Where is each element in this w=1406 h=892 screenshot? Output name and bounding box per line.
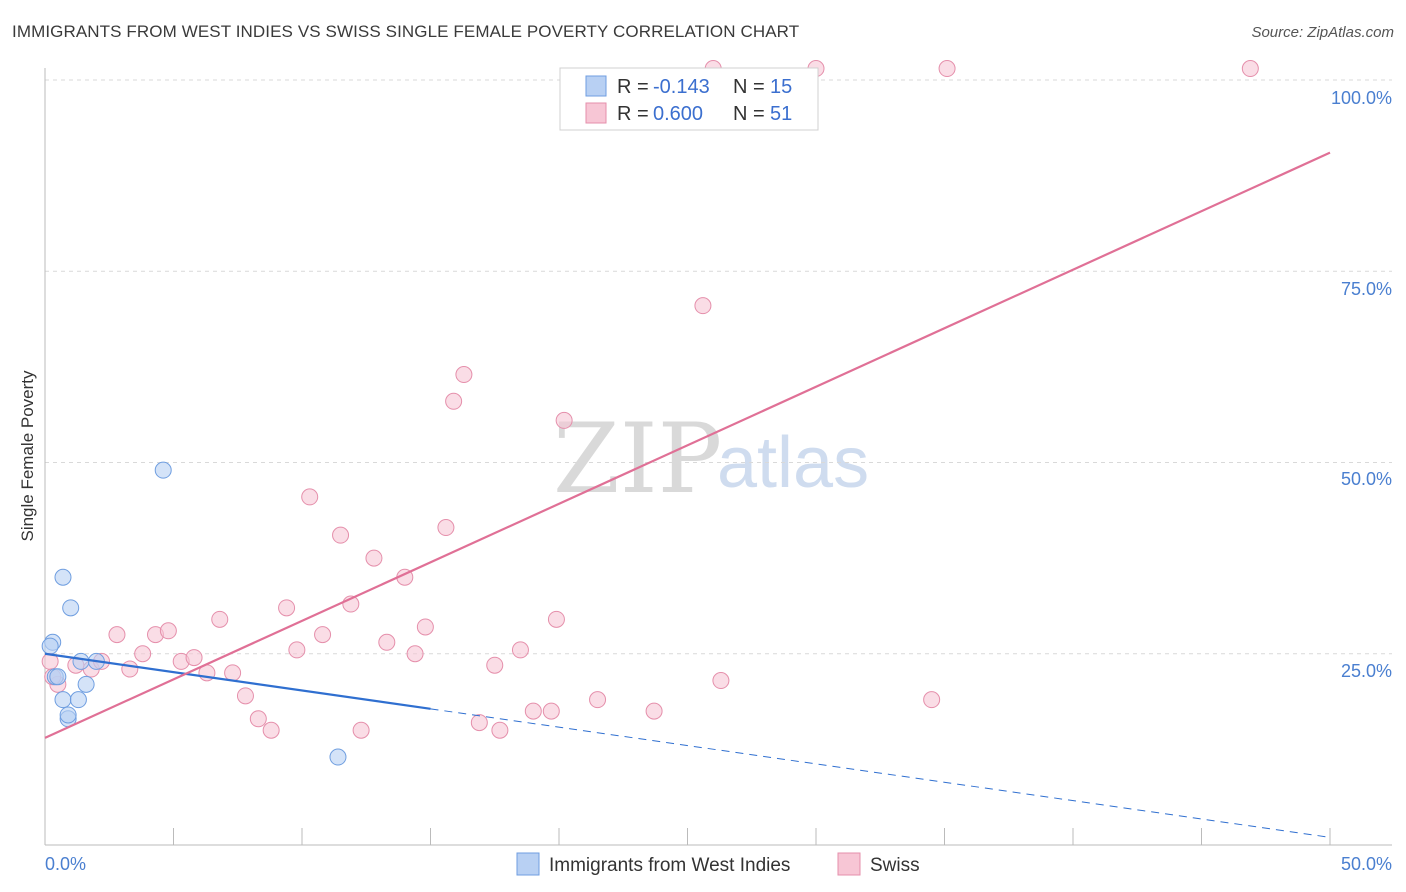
swiss-point [923,691,941,709]
swiss-point [108,626,126,644]
west-indies-point [329,748,347,766]
swiss-point [352,721,370,739]
swiss-point [491,721,509,739]
swiss-point [134,645,152,663]
swiss-point [1241,60,1259,78]
west-indies-trend-line [44,652,431,710]
swiss-point [211,610,229,628]
x-axis-ticks [44,828,1331,845]
y-tick-label-100: 100.0% [1331,88,1392,108]
y-tick-label-75: 75.0% [1341,279,1392,299]
west-indies-point [54,568,72,586]
swiss-point [249,710,267,728]
swiss-point [524,702,542,720]
swiss-point [486,656,504,674]
legend-label-west-indies: Immigrants from West Indies [549,855,790,876]
swiss-point [378,633,396,651]
swiss-point [470,714,488,732]
legend-n-value-blue: 15 [770,76,792,98]
legend-swatch-swiss [837,852,861,876]
legend-n-label-pink: N = [733,103,765,125]
swiss-point [262,721,280,739]
swiss-point [314,626,332,644]
swiss-point [542,702,560,720]
source-label: Source: ZipAtlas.com [1251,24,1394,41]
legend-swatch-pink [585,102,607,124]
watermark-zip: ZIP [553,403,722,515]
legend-swatch-blue [585,75,607,97]
swiss-point [555,411,573,429]
y-axis-title: Single Female Poverty [18,370,37,542]
swiss-point [416,618,434,636]
swiss-point [121,660,139,678]
swiss-point [185,649,203,667]
chart-title: IMMIGRANTS FROM WEST INDIES VS SWISS SIN… [12,22,800,41]
legend-r-label-pink: R = [617,103,649,125]
legend-swatch-west-indies [516,852,540,876]
swiss-point [278,599,296,617]
swiss-point [547,610,565,628]
swiss-point [437,519,455,537]
west-indies-point [62,599,80,617]
west-indies-trend-extension [430,708,1331,838]
west-indies-point [41,637,59,655]
west-indies-point [69,691,87,709]
legend-n-label-blue: N = [733,76,765,98]
west-indies-point [72,652,90,670]
legend-r-value-pink: 0.600 [653,103,703,125]
swiss-point [236,687,254,705]
swiss-point [406,645,424,663]
west-indies-point [77,675,95,693]
west-indies-point [59,706,77,724]
swiss-point [445,392,463,410]
swiss-point [365,549,383,567]
swiss-point [224,664,242,682]
west-indies-point [154,461,172,479]
swiss-point [694,297,712,315]
trend-lines [44,151,1331,838]
legend-r-label-blue: R = [617,76,649,98]
swiss-point [288,641,306,659]
swiss-point [159,622,177,640]
swiss-point [712,672,730,690]
legend-label-swiss: Swiss [870,855,920,876]
series-legend: Immigrants from West Indies Swiss [516,852,920,876]
swiss-points [41,60,1259,739]
y-tick-label-25: 25.0% [1341,661,1392,681]
swiss-point [589,691,607,709]
swiss-trend-line [44,151,1331,739]
legend-n-value-pink: 51 [770,103,792,125]
swiss-point [511,641,529,659]
y-tick-labels: 100.0% 75.0% 50.0% 25.0% [1331,88,1392,681]
west-indies-point [49,668,67,686]
legend-r-value-blue: -0.143 [653,76,710,98]
west-indies-point [54,691,72,709]
swiss-point [938,60,956,78]
x-tick-label-max: 50.0% [1341,854,1392,874]
y-tick-label-50: 50.0% [1341,469,1392,489]
swiss-point [301,488,319,506]
x-tick-label-min: 0.0% [45,854,86,874]
west-indies-points [41,461,347,766]
swiss-point [455,366,473,384]
swiss-point [645,702,663,720]
stats-legend: R = -0.143 N = 15 R = 0.600 N = 51 [559,67,819,131]
swiss-point [332,526,350,544]
gridlines [45,79,1392,655]
